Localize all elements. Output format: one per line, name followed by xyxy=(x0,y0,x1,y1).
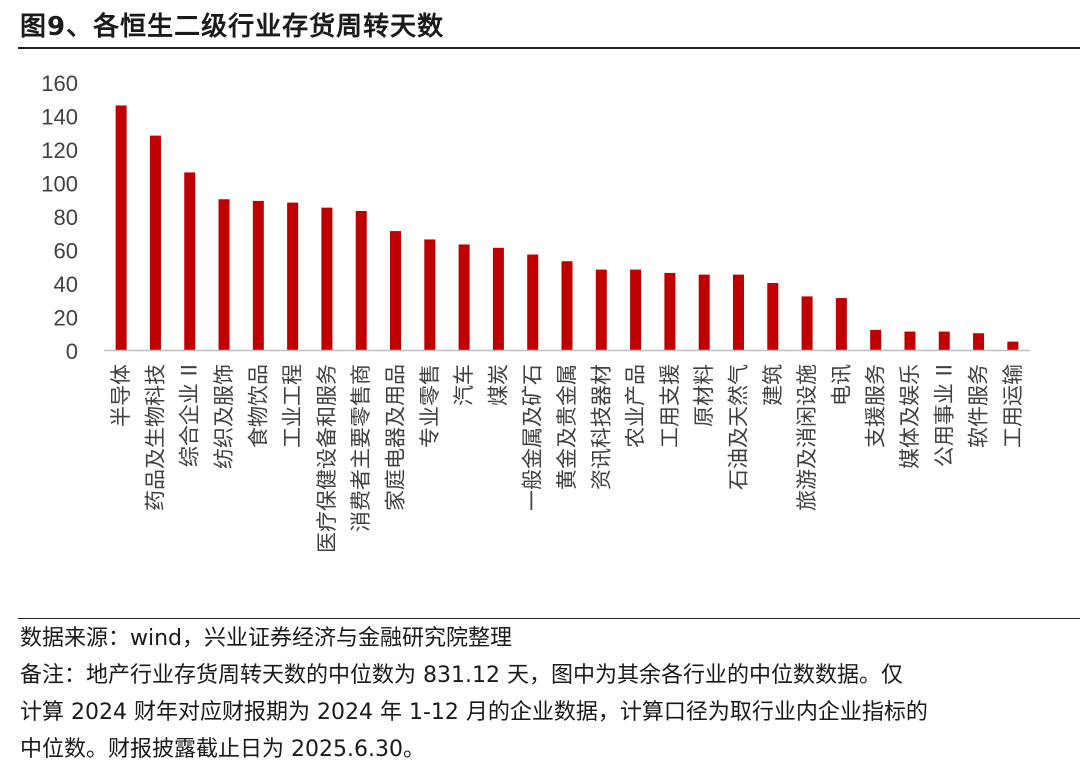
bar xyxy=(287,202,299,350)
x-tick-label: 煤炭 xyxy=(486,364,510,406)
bar xyxy=(801,296,813,350)
x-tick-label: 旅游及消闲设施 xyxy=(795,364,819,511)
x-tick-label: 工用支援 xyxy=(658,364,682,448)
x-tick-label: 汽车 xyxy=(452,364,476,406)
x-tick-label: 媒体及娱乐 xyxy=(898,364,922,469)
figure-title: 图9、各恒生二级行业存货周转天数 xyxy=(20,12,445,42)
bar-chart: 0 20 40 60 80 100 120 140 160 半导体 药品及生物科技 综合企业 II 纺… xyxy=(41,71,1030,553)
x-tick-label: 一般金属及矿石 xyxy=(521,364,545,511)
x-tick-label: 农业产品 xyxy=(624,364,648,448)
bar xyxy=(458,244,470,350)
x-tick-label: 专业零售 xyxy=(418,364,442,448)
bar xyxy=(492,247,504,350)
remark-line-3: 中位数。财报披露截止日为 2025.6.30。 xyxy=(20,737,425,762)
bar xyxy=(732,274,744,350)
x-tick-label: 原材料 xyxy=(692,364,716,427)
y-tick-label: 60 xyxy=(54,239,78,264)
x-tick-label: 食物饮品 xyxy=(246,364,270,448)
title-rule xyxy=(18,47,1080,49)
bar xyxy=(1007,341,1019,350)
y-tick-label: 120 xyxy=(41,138,78,163)
bar xyxy=(938,331,950,350)
bar xyxy=(630,269,642,350)
y-axis: 0 20 40 60 80 100 120 140 160 xyxy=(41,71,78,364)
bar-series xyxy=(115,105,1019,350)
bar xyxy=(424,239,436,350)
bar xyxy=(184,172,196,350)
bar xyxy=(321,207,333,350)
bar xyxy=(973,333,985,350)
x-tick-label: 软件服务 xyxy=(967,364,991,448)
x-tick-label: 公用事业 II xyxy=(932,364,956,467)
y-tick-label: 140 xyxy=(41,105,78,130)
bar xyxy=(664,272,676,350)
x-tick-label: 药品及生物科技 xyxy=(143,364,167,511)
notes-rule xyxy=(18,618,1080,619)
x-tick-label: 半导体 xyxy=(109,364,133,427)
bar xyxy=(698,274,710,350)
y-tick-label: 20 xyxy=(54,306,78,331)
y-tick-label: 160 xyxy=(41,71,78,96)
x-tick-label: 工用运输 xyxy=(1001,364,1025,448)
y-tick-label: 0 xyxy=(66,339,78,364)
x-tick-label: 黄金及贵金属 xyxy=(555,364,579,490)
y-tick-label: 80 xyxy=(54,205,78,230)
source-note: 数据来源：wind，兴业证券经济与金融研究院整理 xyxy=(20,626,513,651)
y-tick-label: 40 xyxy=(54,272,78,297)
x-tick-label: 医疗保健设备和服务 xyxy=(315,364,339,553)
x-tick-label: 消费者主要零售商 xyxy=(349,364,373,532)
bar xyxy=(767,283,779,350)
bar xyxy=(390,231,402,350)
x-tick-label: 建筑 xyxy=(761,364,785,406)
x-tick-label: 工业工程 xyxy=(281,364,305,448)
x-tick-label: 支援服务 xyxy=(864,364,888,448)
bar xyxy=(252,200,264,350)
remark-line-1: 备注：地产行业存货周转天数的中位数为 831.12 天，图中为其余各行业的中位数… xyxy=(20,663,903,688)
x-tick-label: 综合企业 II xyxy=(178,364,202,467)
x-tick-label: 家庭电器及用品 xyxy=(384,364,408,511)
remark-line-2: 计算 2024 财年对应财报期为 2024 年 1-12 月的企业数据，计算口径… xyxy=(20,700,928,725)
x-axis: 半导体 药品及生物科技 综合企业 II 纺织及服饰 食物饮品 工业工程 医疗保健设备和服务消… xyxy=(104,349,1030,553)
bar xyxy=(527,254,539,350)
bar xyxy=(595,269,607,350)
bar xyxy=(355,210,367,350)
bar xyxy=(904,331,916,350)
x-tick-label: 资讯科技器材 xyxy=(589,364,613,490)
bar xyxy=(218,199,230,350)
bar xyxy=(561,261,573,350)
y-tick-label: 100 xyxy=(41,172,78,197)
bar xyxy=(870,329,882,350)
bar xyxy=(835,298,847,350)
x-tick-label: 纺织及服饰 xyxy=(212,364,236,469)
x-tick-label: 电讯 xyxy=(829,364,853,406)
bar xyxy=(149,135,161,350)
x-tick-label: 石油及天然气 xyxy=(726,364,750,490)
notes-block: 数据来源：wind，兴业证券经济与金融研究院整理 备注：地产行业存货周转天数的中… xyxy=(20,620,1070,768)
bar xyxy=(115,105,127,350)
